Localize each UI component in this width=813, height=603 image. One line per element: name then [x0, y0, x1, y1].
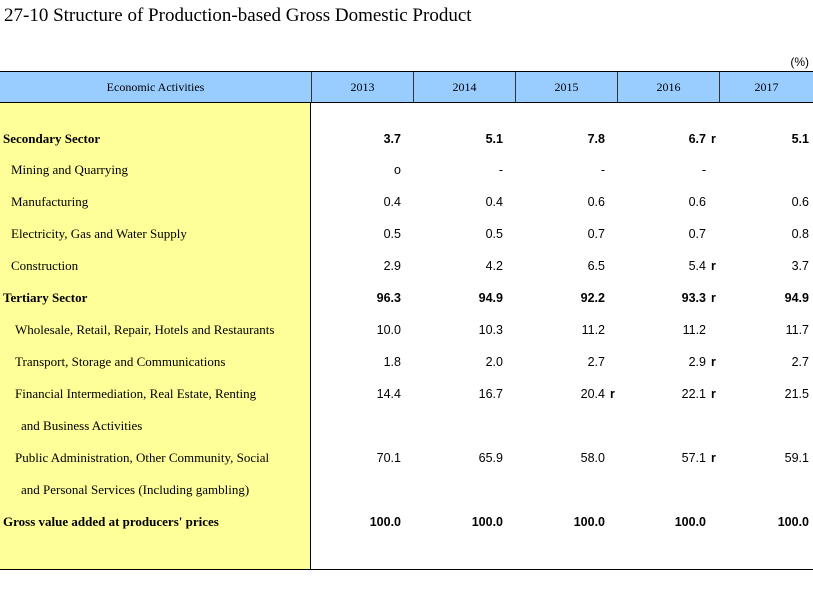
- value-cell: 0.8: [791, 227, 809, 241]
- value-cell: 10.0: [376, 323, 401, 337]
- revision-flag: r: [711, 132, 716, 146]
- value-cell: 2.9: [688, 355, 706, 369]
- table-row: Public Administration, Other Community, …: [0, 447, 813, 469]
- value-cell: 5.4: [688, 259, 706, 273]
- value-cell: 1.8: [383, 355, 401, 369]
- table-row: Manufacturing 0.4 0.4 0.6 0.6 0.6: [0, 191, 813, 213]
- row-label: Manufacturing: [11, 194, 89, 209]
- table-row: Mining and Quarrying o - - -: [0, 159, 813, 181]
- value-cell: 0.7: [688, 227, 706, 241]
- row-label: Financial Intermediation, Real Estate, R…: [15, 386, 257, 401]
- value-cell: 0.6: [791, 195, 809, 209]
- value-cell: 2.0: [485, 355, 503, 369]
- value-cell: 11.2: [682, 323, 706, 337]
- value-cell: 70.1: [376, 451, 401, 465]
- table-row: Secondary Sector 3.7 5.1 7.8 6.7 r 5.1: [0, 128, 813, 150]
- value-cell: 3.7: [383, 132, 401, 146]
- page-title: 27-10 Structure of Production-based Gros…: [4, 5, 472, 26]
- table-bottom-rule: [0, 569, 813, 570]
- revision-flag: r: [711, 451, 716, 465]
- value-cell: 22.1: [681, 387, 706, 401]
- row-label: Electricity, Gas and Water Supply: [11, 226, 187, 241]
- value-cell: 2.9: [383, 259, 401, 273]
- table-row: Electricity, Gas and Water Supply 0.5 0.5 0…: [0, 223, 813, 245]
- value-cell: 0.6: [587, 195, 605, 209]
- row-label: Wholesale, Retail, Repair, Hotels and Re…: [15, 322, 275, 337]
- gdp-structure-table: Economic Activities 2013 2014 2015 2016 …: [0, 71, 813, 570]
- value-cell: 2.7: [791, 355, 809, 369]
- value-cell: 57.1: [681, 451, 706, 465]
- row-label: Transport, Storage and Communications: [15, 354, 226, 369]
- row-label: Gross value added at producers' prices: [3, 514, 219, 529]
- header-year: 2013: [311, 72, 413, 102]
- value-cell: 6.5: [587, 259, 605, 273]
- row-label: and Personal Services (Including gamblin…: [21, 482, 250, 497]
- value-cell: 94.9: [478, 291, 503, 305]
- value-cell: 11.7: [785, 323, 809, 337]
- table-row: Financial Intermediation, Real Estate, R…: [0, 383, 813, 405]
- table-row: and Personal Services (Including gamblin…: [0, 479, 813, 501]
- header-year: 2015: [515, 72, 617, 102]
- value-cell: 0.4: [485, 195, 503, 209]
- value-cell: 7.8: [587, 132, 605, 146]
- row-label: Secondary Sector: [3, 131, 101, 146]
- value-cell: 5.1: [485, 132, 503, 146]
- table-row: Wholesale, Retail, Repair, Hotels and Re…: [0, 319, 813, 341]
- value-cell: 96.3: [376, 291, 401, 305]
- value-cell: 100.0: [573, 515, 605, 529]
- value-cell: 11.2: [581, 323, 605, 337]
- value-cell: 58.0: [580, 451, 605, 465]
- value-cell: 59.1: [784, 451, 809, 465]
- header-economic-activities: Economic Activities: [106, 79, 205, 94]
- value-cell: 93.3: [681, 291, 706, 305]
- value-cell: 100.0: [777, 515, 809, 529]
- table-row: Transport, Storage and Communications 1.8…: [0, 351, 813, 373]
- table-row: Tertiary Sector 96.3 94.9 92.2 93.3 r 94.9: [0, 287, 813, 309]
- value-cell: 16.7: [478, 387, 503, 401]
- header-year: 2017: [719, 72, 813, 102]
- value-cell: 100.0: [471, 515, 503, 529]
- table-row: and Business Activities: [0, 415, 813, 437]
- value-cell: 0.6: [688, 195, 706, 209]
- table-row: Gross value added at producers' prices 10…: [0, 511, 813, 533]
- value-cell: -: [498, 163, 503, 177]
- value-cell: 65.9: [478, 451, 503, 465]
- revision-flag: r: [711, 291, 716, 305]
- value-cell: -: [600, 163, 605, 177]
- row-label: and Business Activities: [21, 418, 143, 433]
- label-column-background: [0, 103, 311, 570]
- value-cell: 0.5: [383, 227, 401, 241]
- row-label: Mining and Quarrying: [11, 162, 128, 177]
- value-cell: 21.5: [784, 387, 809, 401]
- header-year: 2016: [617, 72, 719, 102]
- row-label: Public Administration, Other Community, …: [15, 450, 270, 465]
- value-cell: 3.7: [791, 259, 809, 273]
- revision-flag: r: [711, 387, 716, 401]
- revision-flag: r: [711, 355, 716, 369]
- value-cell: 92.2: [580, 291, 605, 305]
- value-cell: 94.9: [784, 291, 809, 305]
- value-cell: 5.1: [791, 132, 809, 146]
- table-header: Economic Activities 2013 2014 2015 2016 …: [0, 71, 813, 103]
- row-label: Construction: [11, 258, 79, 273]
- value-cell: 0.4: [383, 195, 401, 209]
- value-cell: 100.0: [674, 515, 706, 529]
- value-cell: 6.7: [688, 132, 706, 146]
- revision-flag: r: [711, 259, 716, 273]
- value-cell: 0.5: [485, 227, 503, 241]
- value-cell: 20.4: [580, 387, 605, 401]
- table-row: Construction 2.9 4.2 6.5 5.4 r 3.7: [0, 255, 813, 277]
- row-label: Tertiary Sector: [3, 290, 88, 305]
- value-cell: 2.7: [587, 355, 605, 369]
- value-cell: 4.2: [485, 259, 503, 273]
- header-year: 2014: [413, 72, 515, 102]
- revision-flag: r: [610, 387, 615, 401]
- value-cell: 0.7: [587, 227, 605, 241]
- value-cell: 10.3: [478, 323, 503, 337]
- value-cell: -: [701, 163, 706, 177]
- value-cell: o: [394, 163, 401, 177]
- unit-label: (%): [790, 55, 809, 69]
- value-cell: 100.0: [369, 515, 401, 529]
- value-cell: 14.4: [376, 387, 401, 401]
